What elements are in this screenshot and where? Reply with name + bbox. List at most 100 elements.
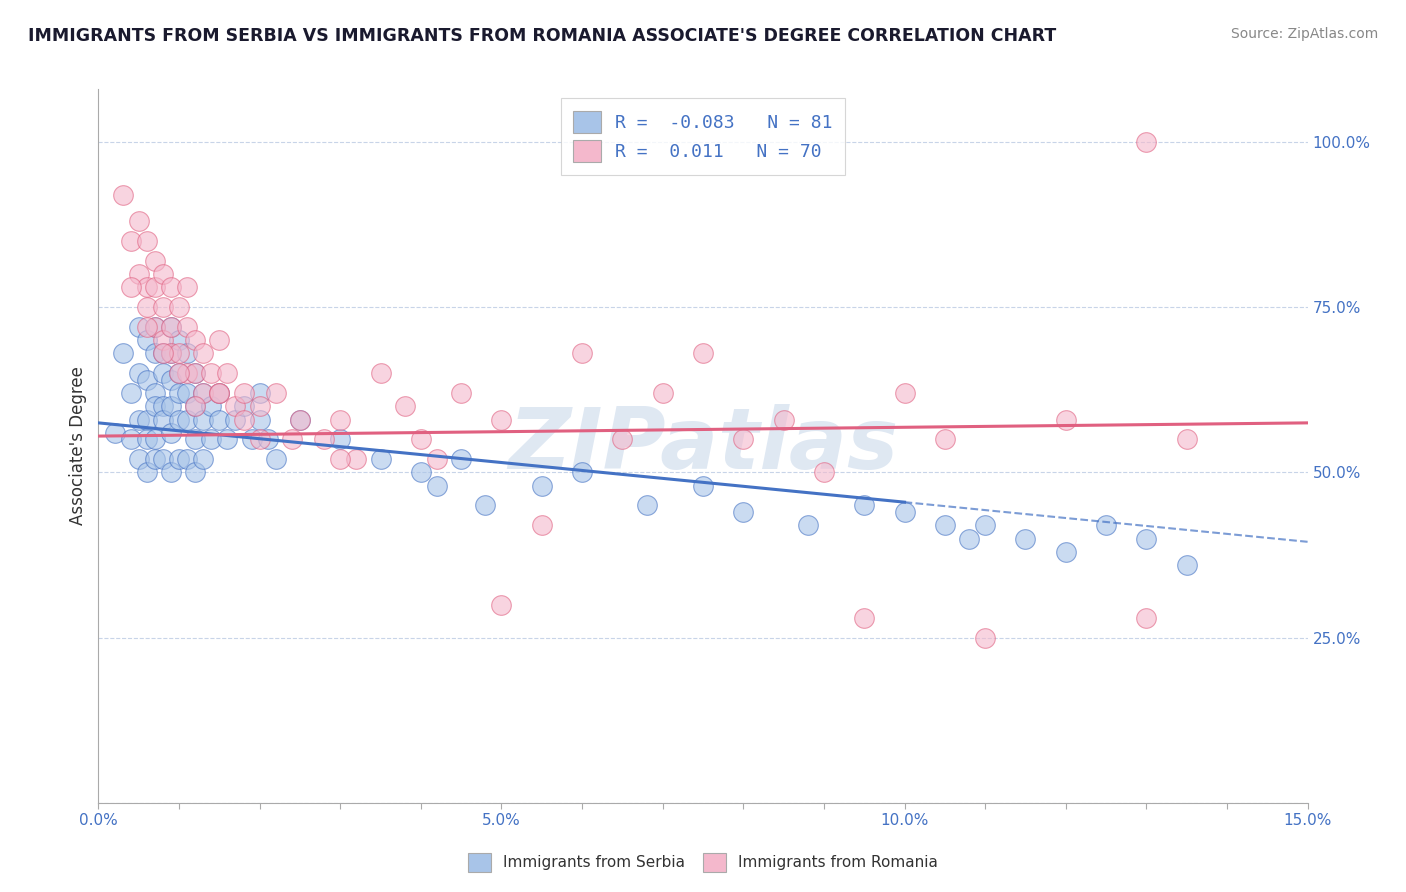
Point — [120, 386, 142, 401]
Point — [491, 412, 513, 426]
Point — [135, 300, 157, 314]
Point — [450, 386, 472, 401]
Point — [176, 320, 198, 334]
Point — [120, 433, 142, 447]
Point — [152, 452, 174, 467]
Point — [1014, 532, 1036, 546]
Point — [530, 518, 553, 533]
Point — [143, 452, 166, 467]
Point — [193, 412, 215, 426]
Point — [120, 234, 142, 248]
Point — [184, 466, 207, 480]
Legend: Immigrants from Serbia, Immigrants from Romania: Immigrants from Serbia, Immigrants from … — [458, 844, 948, 880]
Point — [344, 452, 367, 467]
Point — [167, 346, 190, 360]
Point — [314, 433, 336, 447]
Text: ZIPatlas: ZIPatlas — [508, 404, 898, 488]
Point — [167, 300, 190, 314]
Point — [135, 280, 157, 294]
Point — [135, 320, 157, 334]
Point — [143, 320, 166, 334]
Point — [152, 346, 174, 360]
Point — [692, 346, 714, 360]
Point — [208, 386, 231, 401]
Point — [176, 412, 198, 426]
Point — [612, 433, 634, 447]
Point — [264, 386, 287, 401]
Point — [143, 254, 166, 268]
Point — [394, 400, 416, 414]
Point — [143, 280, 166, 294]
Point — [135, 433, 157, 447]
Point — [128, 367, 150, 381]
Point — [934, 518, 956, 533]
Point — [176, 280, 198, 294]
Point — [200, 433, 222, 447]
Point — [111, 346, 134, 360]
Point — [176, 386, 198, 401]
Point — [128, 267, 150, 281]
Point — [1095, 518, 1118, 533]
Point — [281, 433, 304, 447]
Point — [128, 452, 150, 467]
Point — [208, 386, 231, 401]
Point — [152, 367, 174, 381]
Point — [893, 386, 915, 401]
Point — [167, 367, 190, 381]
Point — [232, 400, 254, 414]
Point — [167, 386, 190, 401]
Y-axis label: Associate's Degree: Associate's Degree — [69, 367, 87, 525]
Point — [208, 333, 231, 347]
Point — [160, 373, 183, 387]
Point — [692, 478, 714, 492]
Point — [200, 400, 222, 414]
Point — [224, 412, 246, 426]
Point — [128, 320, 150, 334]
Point — [176, 452, 198, 467]
Point — [249, 386, 271, 401]
Point — [135, 234, 157, 248]
Point — [143, 386, 166, 401]
Point — [167, 412, 190, 426]
Point — [733, 433, 755, 447]
Point — [167, 367, 190, 381]
Point — [184, 400, 207, 414]
Point — [450, 452, 472, 467]
Text: Source: ZipAtlas.com: Source: ZipAtlas.com — [1230, 27, 1378, 41]
Point — [152, 400, 174, 414]
Point — [329, 433, 352, 447]
Point — [426, 478, 449, 492]
Point — [288, 412, 311, 426]
Point — [160, 346, 183, 360]
Point — [176, 346, 198, 360]
Point — [217, 433, 239, 447]
Point — [264, 452, 287, 467]
Point — [974, 518, 997, 533]
Point — [152, 412, 174, 426]
Point — [893, 505, 915, 519]
Point — [232, 412, 254, 426]
Point — [1175, 433, 1198, 447]
Point — [135, 412, 157, 426]
Point — [176, 367, 198, 381]
Point — [733, 505, 755, 519]
Point — [193, 346, 215, 360]
Point — [135, 373, 157, 387]
Point — [143, 320, 166, 334]
Point — [143, 400, 166, 414]
Point — [249, 412, 271, 426]
Point — [651, 386, 673, 401]
Point — [249, 400, 271, 414]
Point — [143, 346, 166, 360]
Point — [208, 412, 231, 426]
Point — [184, 400, 207, 414]
Point — [329, 452, 352, 467]
Point — [184, 433, 207, 447]
Point — [370, 452, 392, 467]
Point — [152, 300, 174, 314]
Point — [240, 433, 263, 447]
Point — [193, 452, 215, 467]
Point — [853, 611, 876, 625]
Point — [853, 499, 876, 513]
Point — [957, 532, 980, 546]
